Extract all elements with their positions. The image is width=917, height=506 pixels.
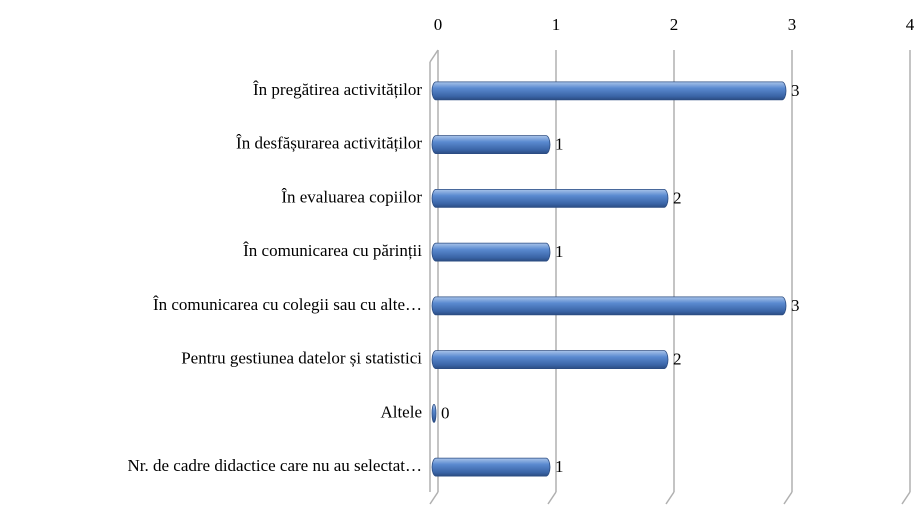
- y-tick-label: Pentru gestiunea datelor și statistici: [181, 349, 422, 368]
- x-tick-label: 1: [552, 15, 561, 34]
- grid-line-floor: [665, 491, 675, 505]
- y-tick-label: În pregătirea activităților: [253, 80, 422, 99]
- axis-corner: [429, 49, 439, 63]
- value-label: 1: [555, 135, 564, 154]
- y-tick-label: În desfășurarea activităților: [236, 134, 422, 153]
- x-tick-label: 0: [434, 15, 443, 34]
- grid-line-floor: [901, 491, 911, 505]
- y-tick-label: Nr. de cadre didactice care nu au select…: [127, 456, 422, 475]
- y-tick-label: În comunicarea cu părinții: [243, 241, 422, 260]
- value-label: 2: [673, 350, 682, 369]
- value-label: 1: [555, 242, 564, 261]
- bar: [431, 296, 787, 316]
- bar: [431, 81, 787, 101]
- value-label: 0: [441, 403, 450, 422]
- y-tick-label: În comunicarea cu colegii sau cu alte…: [153, 295, 422, 314]
- x-tick-label: 3: [788, 15, 797, 34]
- y-tick-label: În evaluarea copiilor: [281, 187, 422, 206]
- grid-line-floor: [783, 491, 793, 505]
- y-tick-label: Altele: [380, 402, 422, 421]
- x-tick-label: 4: [906, 15, 915, 34]
- bar: [431, 350, 669, 370]
- grid-line-floor: [429, 491, 439, 505]
- value-label: 3: [791, 81, 800, 100]
- x-tick-label: 2: [670, 15, 679, 34]
- value-label: 1: [555, 457, 564, 476]
- bar: [431, 242, 551, 262]
- bar: [431, 403, 437, 423]
- bar: [431, 188, 669, 208]
- bar: [431, 457, 551, 477]
- value-label: 2: [673, 188, 682, 207]
- grid-line-floor: [547, 491, 557, 505]
- value-label: 3: [791, 296, 800, 315]
- bar: [431, 135, 551, 155]
